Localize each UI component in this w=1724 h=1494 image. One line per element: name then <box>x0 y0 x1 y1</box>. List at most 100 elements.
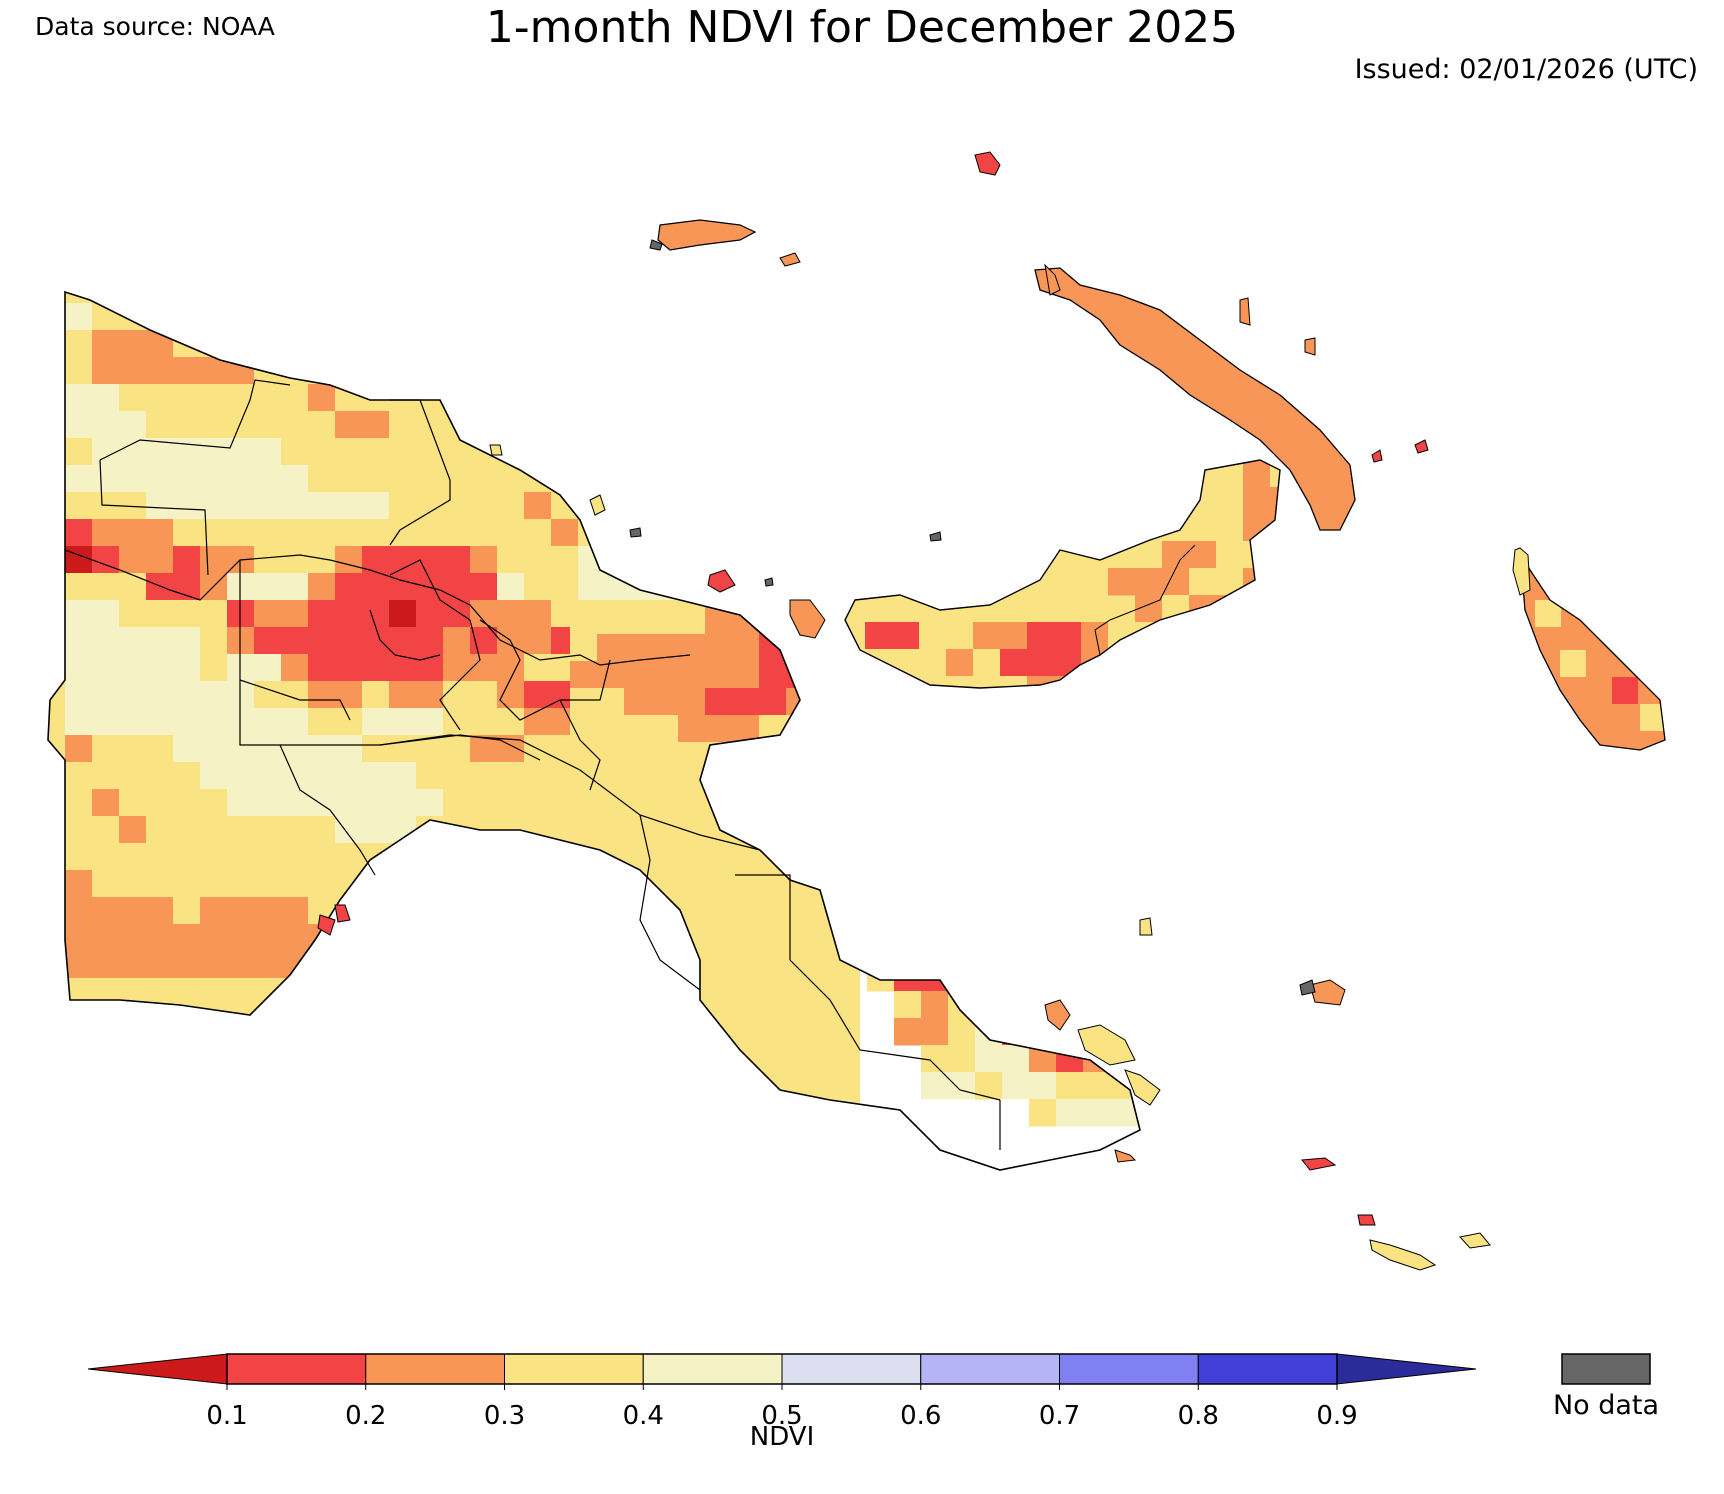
ndvi-cell <box>443 573 471 601</box>
ndvi-cell <box>92 600 120 628</box>
ndvi-cell <box>443 789 471 817</box>
ndvi-cell <box>119 789 147 817</box>
ndvi-cell <box>308 384 336 412</box>
ndvi-cell <box>678 661 706 689</box>
ndvi-cell <box>200 897 228 925</box>
ndvi-cell <box>1027 622 1055 650</box>
colorbar-tick-label: 0.7 <box>1039 1401 1080 1431</box>
ndvi-cell <box>200 465 228 493</box>
ndvi-cell <box>443 735 471 763</box>
ndvi-cell <box>975 1045 1003 1073</box>
ndvi-cell <box>443 681 471 709</box>
ndvi-cell <box>227 465 255 493</box>
ndvi-cell <box>146 411 174 439</box>
ndvi-cell <box>948 1018 976 1046</box>
ndvi-cell <box>470 492 498 520</box>
ndvi-cell <box>92 330 120 358</box>
ndvi-cell <box>597 607 625 635</box>
ndvi-cell <box>705 634 733 662</box>
ndvi-cell <box>65 843 93 871</box>
ndvi-cell <box>389 492 417 520</box>
ndvi-cell <box>281 492 309 520</box>
ndvi-cell <box>551 546 579 574</box>
ndvi-cell <box>65 816 93 844</box>
issued-date: Issued: 02/01/2026 (UTC) <box>1354 54 1698 85</box>
ndvi-cell <box>227 843 255 871</box>
ndvi-cell <box>146 897 174 925</box>
ndvi-cell <box>570 796 598 824</box>
ndvi-cell <box>1162 568 1190 596</box>
ndvi-cell <box>254 573 282 601</box>
ndvi-cell <box>335 411 363 439</box>
ndvi-cell <box>497 762 525 790</box>
ndvi-cell <box>92 573 120 601</box>
ndvi-cell <box>227 681 255 709</box>
ndvi-cell <box>92 357 120 385</box>
ndvi-cell <box>597 769 625 797</box>
ndvi-cell <box>524 573 552 601</box>
ndvi-cell <box>227 519 255 547</box>
ndvi-cell <box>173 762 201 790</box>
ndvi-cell <box>678 688 706 716</box>
ndvi-cell <box>200 438 228 466</box>
ndvi-cell <box>416 789 444 817</box>
ndvi-cell <box>497 600 525 628</box>
ndvi-cell <box>362 600 390 628</box>
ndvi-cell <box>92 789 120 817</box>
ndvi-cell <box>686 897 714 925</box>
ndvi-cell <box>443 654 471 682</box>
ndvi-cell <box>119 357 147 385</box>
data-source-text: Data source: NOAA <box>35 12 275 41</box>
ndvi-cell <box>200 951 228 979</box>
ndvi-cell <box>173 708 201 736</box>
ndvi-cell <box>705 715 733 743</box>
ndvi-cell <box>497 573 525 601</box>
no-data-swatch <box>1561 1353 1651 1385</box>
ndvi-cell <box>1056 1072 1084 1100</box>
ndvi-cell <box>146 627 174 655</box>
ndvi-cell <box>254 870 282 898</box>
ndvi-cell <box>308 438 336 466</box>
ndvi-cell <box>308 465 336 493</box>
ndvi-cell <box>389 411 417 439</box>
ndvi-cell <box>200 762 228 790</box>
ndvi-cell <box>308 492 336 520</box>
ndvi-cell <box>1002 1045 1030 1073</box>
colorbar-tick-label: 0.5 <box>761 1401 802 1431</box>
ndvi-cell <box>894 1018 922 1046</box>
ndvi-cell <box>146 546 174 574</box>
ndvi-cell <box>308 627 336 655</box>
ndvi-cell <box>389 681 417 709</box>
ndvi-cell <box>92 735 120 763</box>
ndvi-cell <box>200 546 228 574</box>
ndvi-cell <box>597 661 625 689</box>
ndvi-cell <box>200 627 228 655</box>
ndvi-cell <box>659 843 687 871</box>
ndvi-cell <box>254 411 282 439</box>
ndvi-cell <box>308 411 336 439</box>
ndvi-cell <box>173 384 201 412</box>
ndvi-cell <box>200 708 228 736</box>
ndvi-cell <box>254 654 282 682</box>
ndvi-cell <box>651 742 679 770</box>
ndvi-cell <box>1108 568 1136 596</box>
ndvi-cell <box>146 762 174 790</box>
ndvi-cell <box>281 843 309 871</box>
ndvi-cell <box>308 843 336 871</box>
ndvi-cell <box>92 816 120 844</box>
ndvi-cell <box>146 816 174 844</box>
ndvi-cell <box>65 762 93 790</box>
ndvi-cell <box>146 708 174 736</box>
ndvi-cell <box>651 661 679 689</box>
ndvi-cell <box>65 573 93 601</box>
ndvi-cell <box>443 762 471 790</box>
new-ireland <box>1034 267 1356 531</box>
ndvi-cell <box>281 600 309 628</box>
ndvi-cell <box>146 924 174 952</box>
ndvi-cell <box>362 627 390 655</box>
ndvi-cell <box>416 492 444 520</box>
ndvi-cell <box>335 762 363 790</box>
ndvi-cell <box>597 742 625 770</box>
ndvi-cell <box>227 762 255 790</box>
ndvi-cell <box>173 897 201 925</box>
